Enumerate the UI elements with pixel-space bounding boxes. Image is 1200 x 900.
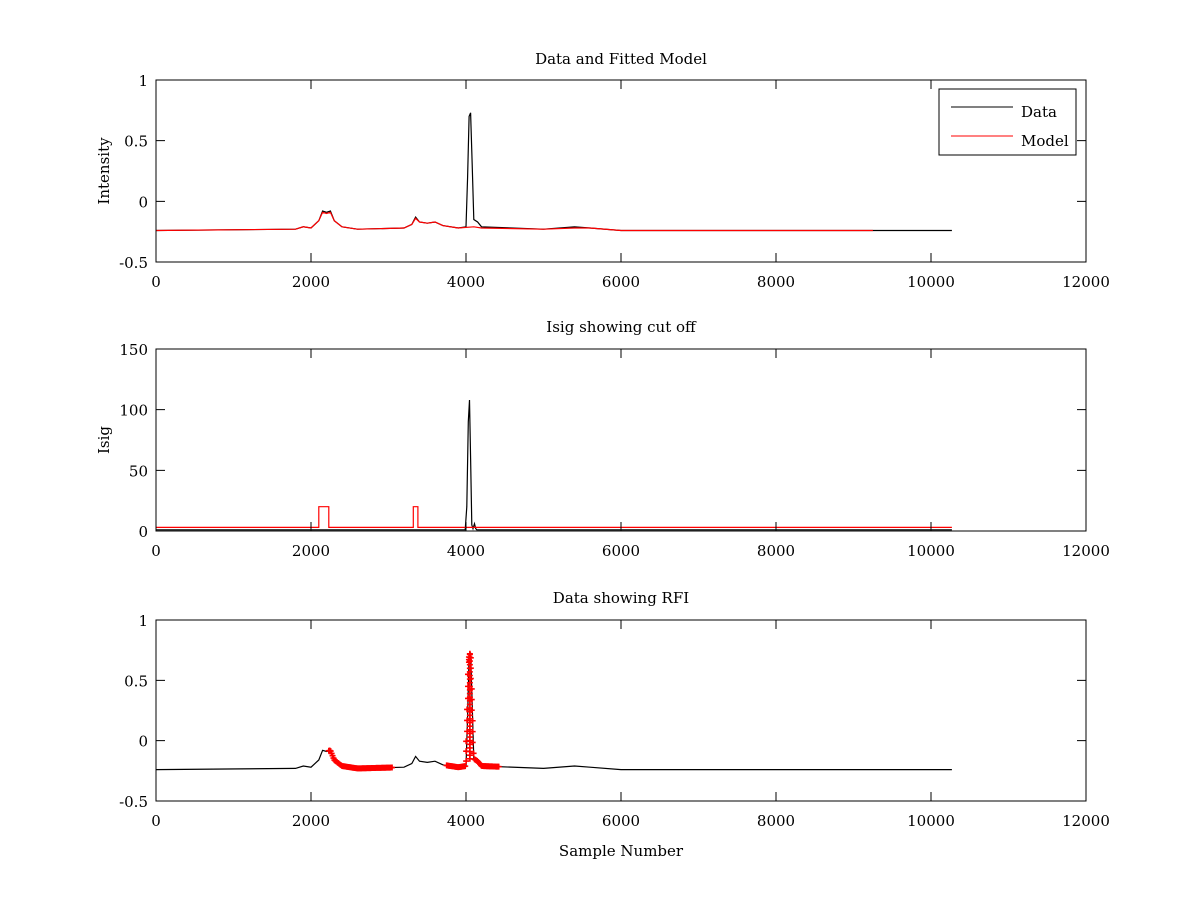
y-tick-label: 0.5: [124, 672, 148, 690]
series-data: [155, 652, 952, 771]
x-tick-label: 6000: [602, 542, 640, 560]
y-axis-label: Intensity: [95, 137, 113, 205]
x-tick-label: 10000: [907, 542, 955, 560]
series-cut-off: [156, 506, 952, 529]
series-isig: [156, 399, 952, 531]
x-tick-label: 12000: [1062, 812, 1110, 830]
rfi-marker: [389, 764, 396, 771]
chart-title: Data showing RFI: [553, 589, 689, 607]
plot-area: [155, 112, 952, 232]
x-tick-label: 2000: [292, 542, 330, 560]
rfi-marker: [466, 650, 473, 657]
x-tick-label: 10000: [907, 812, 955, 830]
legend-label-data: Data: [1021, 103, 1057, 121]
y-tick-label: -0.5: [119, 254, 148, 272]
rfi-marker: [463, 758, 470, 765]
x-tick-label: 12000: [1062, 273, 1110, 291]
plot-area: [155, 650, 952, 772]
y-tick-label: 0: [138, 523, 148, 541]
rfi-marker: [470, 750, 477, 757]
rfi-marker: [495, 763, 502, 770]
rfi-markers: [325, 650, 502, 772]
x-tick-label: 4000: [447, 812, 485, 830]
y-tick-label: 100: [119, 402, 148, 420]
x-tick-label: 4000: [447, 542, 485, 560]
y-tick-label: 1: [138, 72, 148, 90]
axes-box: [155, 619, 1087, 802]
x-tick-label: 6000: [602, 812, 640, 830]
y-tick-label: 150: [119, 341, 148, 359]
subplot-data-and-fitted-model: Data and Fitted Model Intensity 0 2000 400…: [95, 50, 1110, 291]
rfi-marker: [462, 763, 469, 770]
y-tick-label: 50: [129, 462, 148, 480]
series-data: [155, 112, 952, 232]
x-tick-label: 0: [151, 812, 161, 830]
y-tick-label: 0: [138, 193, 148, 211]
x-tick-label: 8000: [757, 273, 795, 291]
legend-label-model: Model: [1021, 132, 1069, 150]
x-axis-label: Sample Number: [559, 842, 684, 860]
y-tick-label: -0.5: [119, 793, 148, 811]
x-tick-label: 2000: [292, 273, 330, 291]
axes-box: [155, 348, 1087, 532]
x-tick-label: 2000: [292, 812, 330, 830]
x-tick-label: 6000: [602, 273, 640, 291]
x-tick-label: 4000: [447, 273, 485, 291]
legend: Data Model: [938, 88, 1077, 156]
x-tick-label: 12000: [1062, 542, 1110, 560]
legend-box: [938, 88, 1077, 156]
subplot-data-showing-rfi: Data showing RFI Sample Number 0 2000 4000…: [119, 589, 1110, 860]
chart-title: Isig showing cut off: [546, 318, 697, 336]
plot-area: [156, 399, 952, 531]
y-tick-label: 1: [138, 612, 148, 630]
x-tick-label: 8000: [757, 542, 795, 560]
x-tick-label: 10000: [907, 273, 955, 291]
chart-title: Data and Fitted Model: [535, 50, 707, 68]
subplot-isig-cut-off: Isig showing cut off Isig 0 2000 4000 6000 8…: [95, 318, 1110, 560]
x-tick-label: 0: [151, 542, 161, 560]
y-tick-label: 0.5: [124, 133, 148, 151]
series-model: [155, 211, 873, 232]
x-tick-label: 0: [151, 273, 161, 291]
x-tick-label: 8000: [757, 812, 795, 830]
y-axis-label: Isig: [95, 426, 113, 454]
y-tick-label: 0: [138, 733, 148, 751]
